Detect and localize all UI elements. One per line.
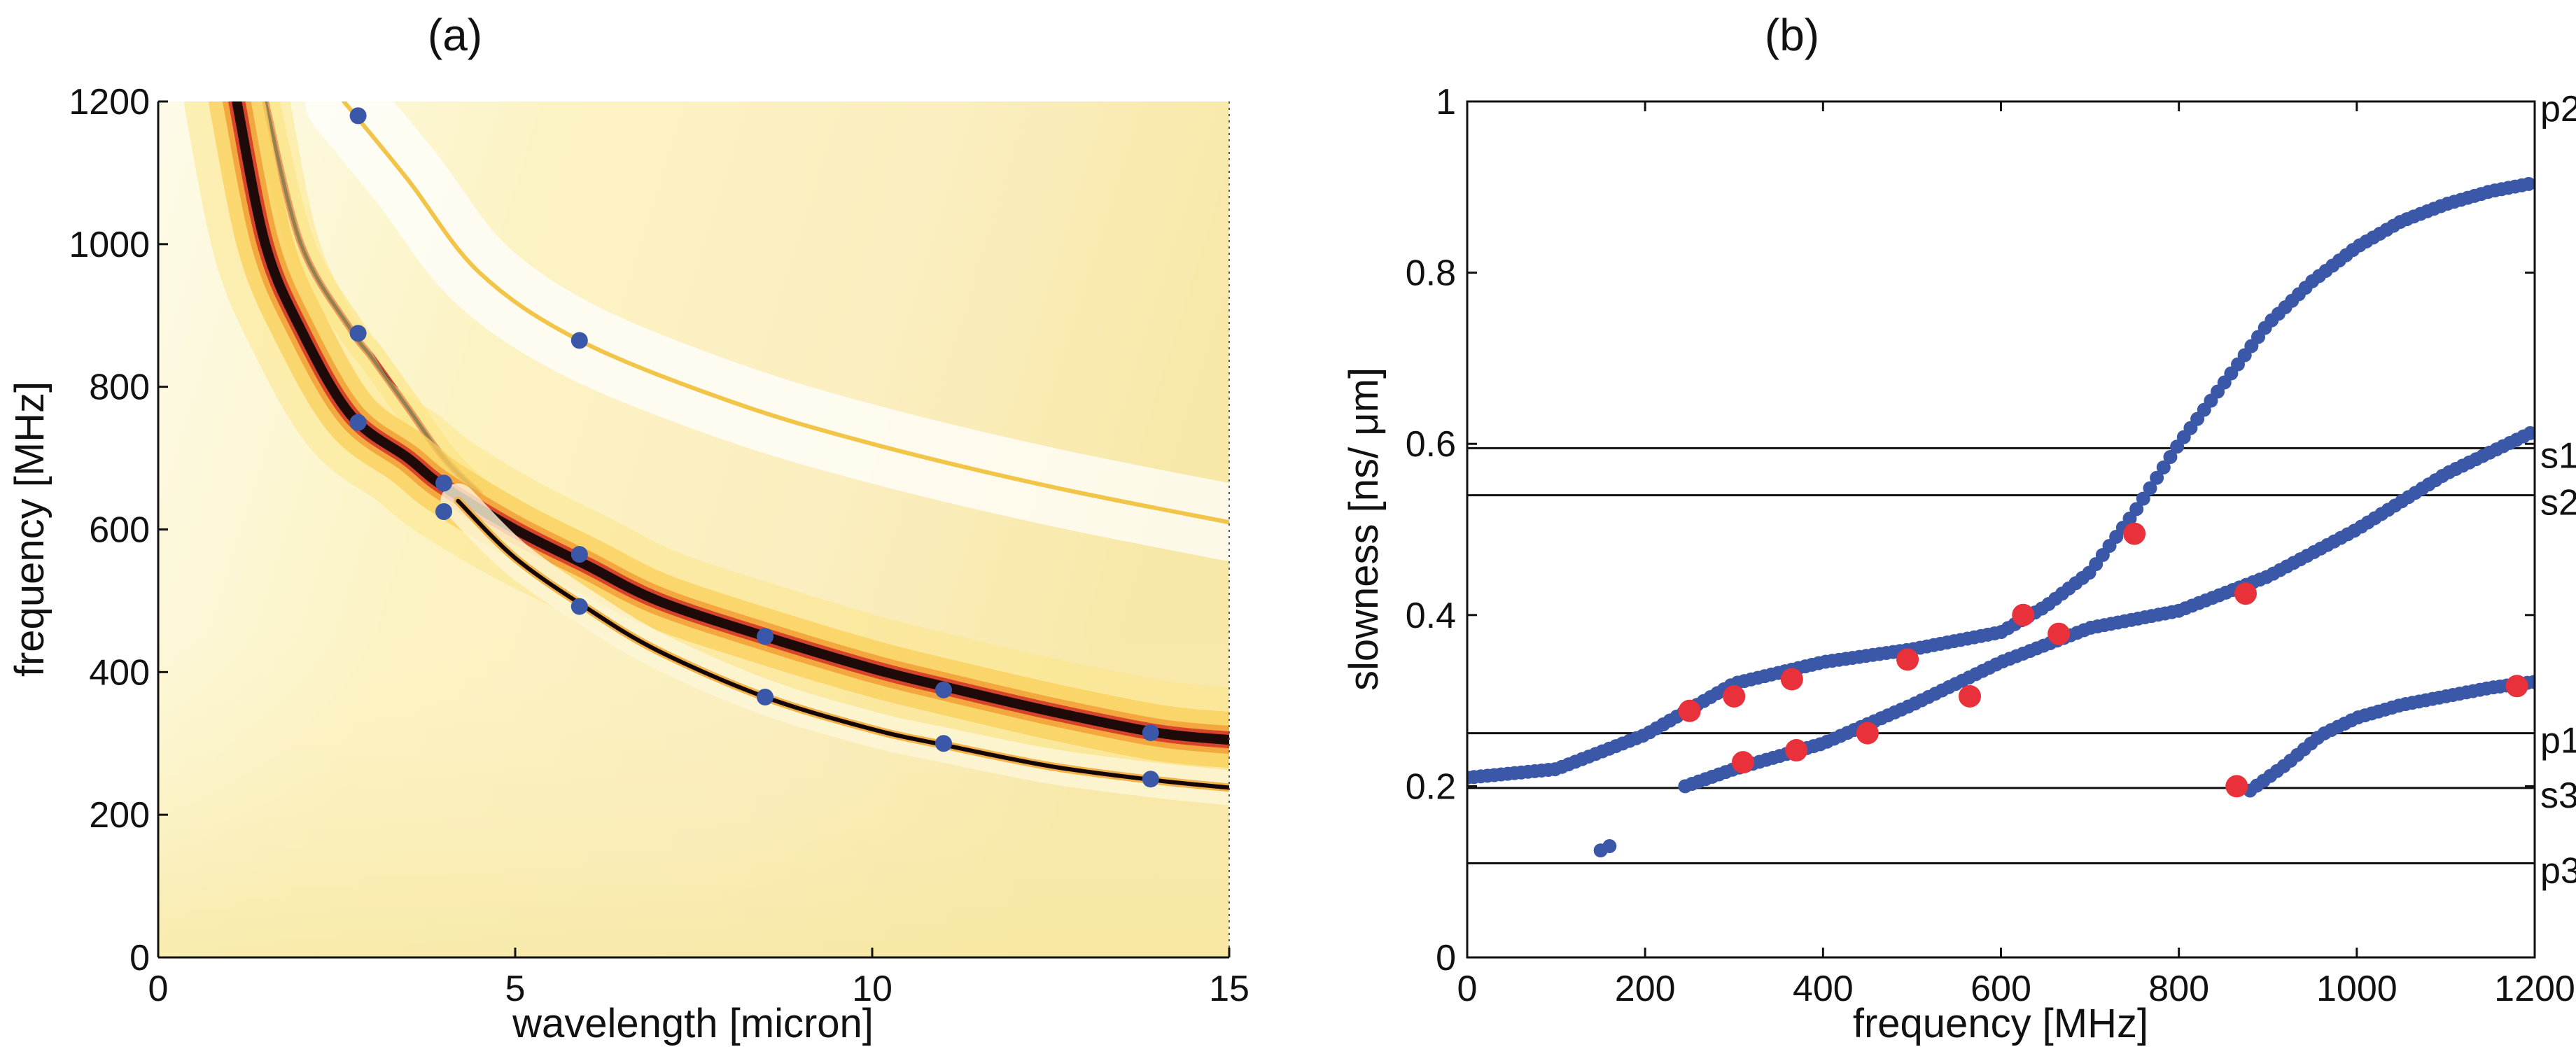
heatmap-marker-13 bbox=[1142, 771, 1159, 788]
heatmap-marker-8 bbox=[757, 628, 774, 645]
mode-3-point-42 bbox=[2526, 675, 2535, 689]
scatter-xtick-label-1: 200 bbox=[1615, 969, 1676, 1009]
reference-label-s2: s2 bbox=[2540, 483, 2576, 524]
scatter-xtick-label-2: 400 bbox=[1793, 969, 1854, 1009]
mode-1-point-102 bbox=[2150, 470, 2164, 485]
reference-label-p1: p1 bbox=[2540, 721, 2576, 761]
scatter-ytick-label-5: 1 bbox=[1436, 82, 1456, 122]
panel-a-xlabel: wavelength [micron] bbox=[512, 1001, 874, 1046]
lower-mode-layer-2 bbox=[456, 498, 1229, 790]
reference-label-s3: s3 bbox=[2540, 775, 2576, 816]
heatmap-ytick-label-6: 1200 bbox=[69, 82, 150, 122]
reference-label-p2: p2 bbox=[2540, 89, 2576, 129]
heatmap-ytick-label-3: 600 bbox=[89, 510, 150, 551]
heatmap-marker-0 bbox=[349, 107, 367, 125]
broad-mode-layer-4 bbox=[232, 101, 1229, 745]
heatmap-mode-curves bbox=[184, 101, 1229, 806]
scatter-xtick-label-3: 600 bbox=[1970, 969, 2031, 1009]
heatmap-marker-10 bbox=[935, 681, 952, 698]
panel-b-scatter: p2 s1 s2 p1 s3 p3 0 0.2 0.4 0.6 0.8 1 0 200 400 600 800… bbox=[1341, 10, 2576, 1046]
measured-point-10 bbox=[1731, 751, 1754, 774]
reference-label-p3: p3 bbox=[2540, 850, 2576, 891]
scatter-axes: 0 0.2 0.4 0.6 0.8 1 0 200 400 600 800 1000 1200 bbox=[1406, 82, 2575, 1009]
measured-point-2 bbox=[1780, 668, 1803, 691]
measured-point-1 bbox=[1723, 684, 1746, 708]
heatmap-marker-9 bbox=[757, 689, 774, 706]
heatmap-marker-7 bbox=[570, 598, 588, 615]
faint-upper-mode-layer-1 bbox=[342, 101, 1229, 525]
measured-point-8 bbox=[2234, 582, 2257, 605]
heatmap-ytick-label-4: 800 bbox=[89, 367, 150, 408]
heatmap-ytick-label-5: 1000 bbox=[69, 225, 150, 265]
panel-a-heatmap: 0 200 400 600 800 1000 1200 0 5 10 15 (a) waveleng… bbox=[7, 10, 1250, 1046]
panel-a-title: (a) bbox=[428, 10, 482, 60]
heatmap-marker-3 bbox=[349, 414, 367, 431]
heatmap-marker-1 bbox=[349, 325, 367, 342]
heatmap-xtick-label-3: 15 bbox=[1209, 969, 1250, 1009]
heatmap-xtick-label-2: 10 bbox=[852, 969, 892, 1009]
heatmap-marker-4 bbox=[435, 475, 452, 492]
scatter-xtick-label-5: 1000 bbox=[2316, 969, 2398, 1009]
scatter-ytick-label-0: 0 bbox=[1436, 938, 1456, 978]
scatter-xtick-label-4: 800 bbox=[2148, 969, 2209, 1009]
measured-point-12 bbox=[1856, 722, 1879, 745]
mode-1-point-101 bbox=[2143, 481, 2157, 496]
mode-1-point-104 bbox=[2163, 449, 2178, 464]
measured-point-9 bbox=[2505, 675, 2528, 698]
measured-point-13 bbox=[2225, 775, 2248, 798]
mode-1-point-100 bbox=[2136, 491, 2150, 506]
heatmap-ytick-label-1: 200 bbox=[89, 795, 150, 836]
heatmap-xtick-label-1: 5 bbox=[505, 969, 526, 1009]
mode-1-point-99 bbox=[2129, 502, 2144, 517]
heatmap-ytick-label-2: 400 bbox=[89, 652, 150, 693]
measured-point-5 bbox=[2012, 603, 2035, 626]
measured-point-4 bbox=[1959, 684, 1982, 708]
heatmap-ytick-label-0: 0 bbox=[130, 938, 150, 978]
scatter-ytick-label-2: 0.4 bbox=[1406, 596, 1456, 636]
heatmap-marker-12 bbox=[1142, 724, 1159, 741]
panel-b-title: (b) bbox=[1765, 10, 1819, 60]
mode-4-point-1 bbox=[1602, 839, 1617, 854]
heatmap-marker-5 bbox=[435, 503, 452, 521]
heatmap-marker-6 bbox=[570, 546, 588, 563]
measured-point-0 bbox=[1678, 699, 1701, 722]
mode-1-point-103 bbox=[2156, 460, 2171, 475]
heatmap-marker-2 bbox=[570, 332, 588, 349]
mode-1-point-157 bbox=[2521, 176, 2535, 191]
scatter-xtick-label-0: 0 bbox=[1457, 969, 1478, 1009]
measured-point-7 bbox=[2123, 522, 2146, 545]
measured-point-6 bbox=[2047, 622, 2071, 645]
dispersion-series bbox=[1467, 176, 2535, 858]
measured-points bbox=[1678, 522, 2528, 798]
scatter-xtick-label-6: 1200 bbox=[2494, 969, 2575, 1009]
heatmap-axes: 0 200 400 600 800 1000 1200 0 5 10 15 bbox=[69, 82, 1250, 1009]
scatter-ytick-label-4: 0.8 bbox=[1406, 253, 1456, 294]
heatmap-marker-11 bbox=[935, 735, 952, 752]
heatmap-xtick-label-0: 0 bbox=[148, 969, 169, 1009]
scatter-ytick-label-1: 0.2 bbox=[1406, 766, 1456, 807]
panel-b-ylabel: slowness [ns/ μm] bbox=[1341, 367, 1387, 691]
panel-b-xlabel: frequency [MHz] bbox=[1853, 1001, 2148, 1046]
measured-point-11 bbox=[1785, 739, 1808, 762]
mode-2-point-125 bbox=[2523, 426, 2535, 440]
scatter-ytick-label-3: 0.6 bbox=[1406, 424, 1456, 465]
measured-point-3 bbox=[1896, 648, 1919, 671]
panel-a-ylabel: frequency [MHz] bbox=[7, 381, 52, 677]
reference-label-s1: s1 bbox=[2540, 435, 2576, 476]
heatmap-markers bbox=[349, 107, 1159, 788]
